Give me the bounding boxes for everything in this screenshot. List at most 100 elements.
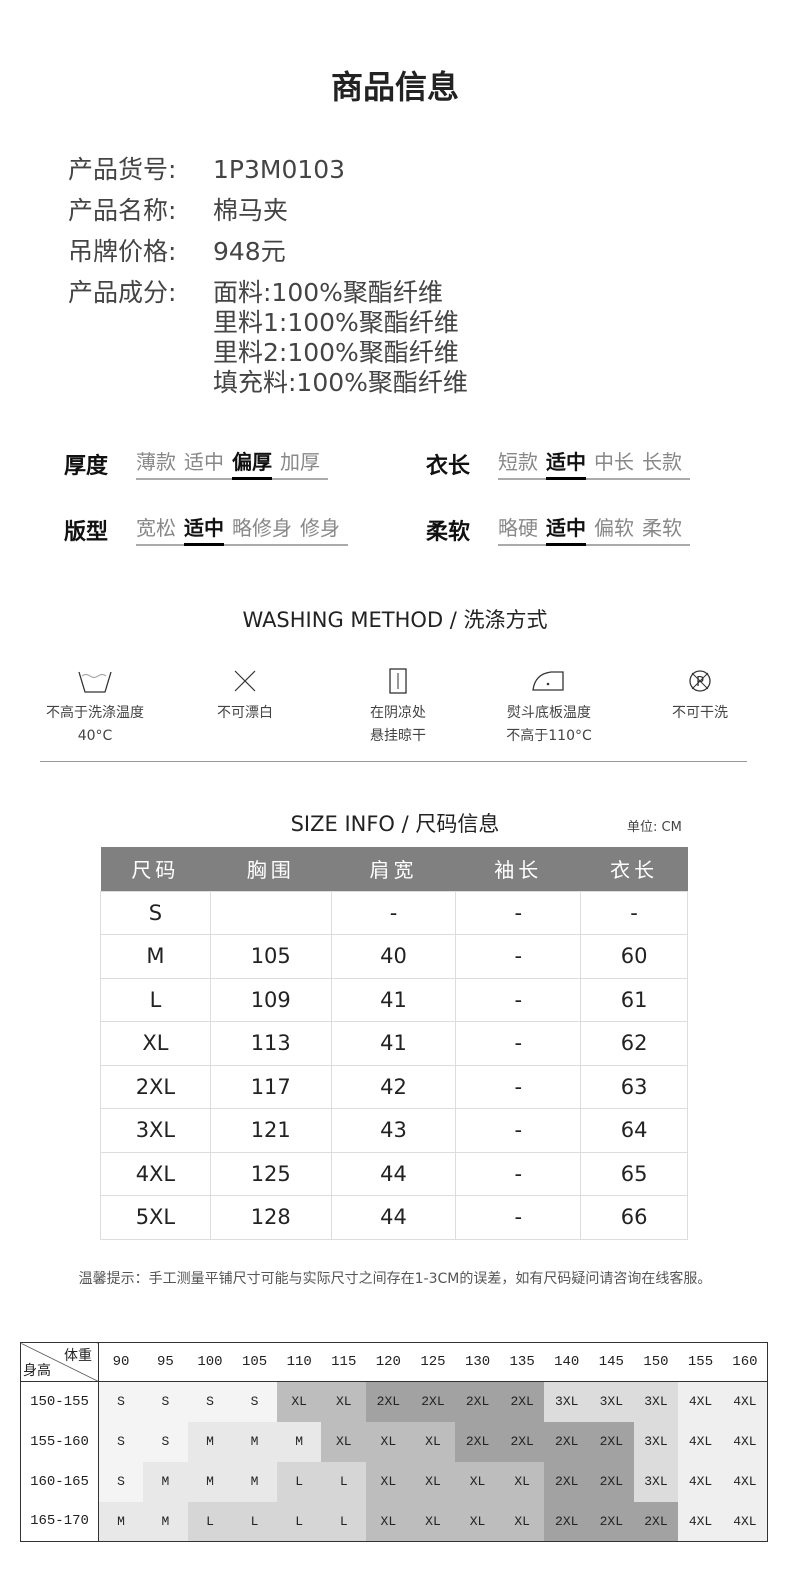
size-cell: L (232, 1501, 277, 1542)
weight-header: 90 (98, 1342, 144, 1382)
table-cell: - (455, 934, 582, 979)
size-cell: M (187, 1421, 233, 1462)
attribute-row: 衣长 短款 适中 中长 长款 (426, 446, 690, 480)
size-cell: XL (410, 1461, 456, 1502)
table-row: 3XL 121 43-64 (100, 1108, 688, 1153)
size-title: SIZE INFO / 尺码信息 (290, 812, 500, 836)
attribute-row: 厚度 薄款 适中 偏厚 加厚 (64, 446, 328, 480)
attribute-option: 适中 (184, 450, 224, 474)
size-cell: 2XL (589, 1501, 634, 1542)
size-cell: S (98, 1421, 144, 1462)
washing-item: P 不可干洗 (625, 668, 775, 725)
table-cell: 66 (580, 1195, 688, 1240)
size-cell: 2XL (410, 1381, 456, 1422)
attribute-option: 修身 (300, 516, 340, 540)
attribute-option: 适中 (184, 512, 232, 546)
table-cell: 60 (580, 934, 688, 979)
size-cell: S (98, 1381, 144, 1422)
hang-dry-shade-icon (323, 668, 473, 694)
table-cell: 41 (330, 977, 457, 1022)
size-cell: L (276, 1501, 322, 1542)
table-cell: 44 (330, 1195, 457, 1240)
size-cell: 2XL (589, 1461, 634, 1502)
washing-text: 熨斗底板温度 (507, 705, 591, 721)
washing-item: 不可漂白 (170, 668, 320, 725)
table-cell: 64 (580, 1108, 688, 1153)
weight-header: 160 (722, 1342, 768, 1382)
table-cell: - (455, 1064, 582, 1109)
column-header: 衣长 (580, 847, 688, 891)
page-title: 商品信息 (330, 68, 459, 106)
weight-header: 95 (143, 1342, 188, 1382)
table-cell: - (455, 1108, 582, 1153)
attribute-option: 长款 (642, 450, 682, 474)
size-cell: XL (455, 1461, 500, 1502)
size-cell: 2XL (544, 1501, 590, 1542)
size-recommend-table: 体重 身高 90 95 100 105 110 115 120 125 130 135 140 145 15… (20, 1342, 768, 1542)
iron-icon (474, 668, 624, 694)
table-row: 160-165 S M M M L L XL XL XL XL 2XL 2XL 3XL 4XL 4XL (20, 1461, 768, 1502)
weight-header: 135 (499, 1342, 545, 1382)
size-cell: 2XL (366, 1381, 411, 1422)
washing-text: 不高于110°C (506, 728, 592, 744)
info-row: 产品货号: 1P3M0103 (68, 155, 346, 184)
size-cell: 2XL (455, 1421, 500, 1462)
attribute-option: 薄款 (136, 450, 176, 474)
attribute-options: 略硬 适中 偏软 柔软 (498, 512, 690, 546)
size-cell: XL (410, 1421, 456, 1462)
washing-text: 不可干洗 (672, 705, 728, 721)
table-cell: 5XL (100, 1195, 211, 1240)
unit-label: 单位: CM (627, 820, 682, 835)
table-cell: 105 (209, 934, 332, 979)
table-row: 150-155 S S S S XL XL 2XL 2XL 2XL 2XL 3XL 3XL 3XL 4XL 4… (20, 1381, 768, 1422)
washing-item: 在阴凉处 悬挂晾干 (323, 668, 473, 748)
washing-text: 不可漂白 (217, 705, 273, 721)
washing-text: 40°C (77, 728, 113, 744)
weight-header: 120 (366, 1342, 411, 1382)
attribute-option: 短款 (498, 450, 538, 474)
size-cell: 4XL (678, 1381, 723, 1422)
size-cell: 4XL (678, 1461, 723, 1502)
svg-text:P: P (696, 675, 704, 690)
attribute-options: 宽松 适中 略修身 修身 (136, 512, 348, 546)
size-cell: S (232, 1381, 277, 1422)
size-cell: M (143, 1461, 188, 1502)
size-cell: M (187, 1461, 233, 1502)
height-label: 165-170 (20, 1501, 99, 1542)
tip-note: 温馨提示：手工测量平铺尺寸可能与实际尺寸之间存在1-3CM的误差，如有尺码疑问请… (78, 1271, 712, 1287)
table-cell: 109 (209, 977, 332, 1022)
attribute-option: 略硬 (498, 516, 538, 540)
weight-header: 110 (276, 1342, 322, 1382)
attribute-label: 衣长 (426, 454, 471, 479)
size-cell: S (143, 1421, 188, 1462)
weight-header: 140 (544, 1342, 590, 1382)
height-label: 155-160 (20, 1421, 99, 1462)
table-cell: S (100, 890, 211, 935)
attribute-label: 版型 (64, 520, 109, 545)
height-label: 160-165 (20, 1461, 99, 1502)
size-cell: XL (366, 1501, 411, 1542)
size-cell: 2XL (455, 1381, 500, 1422)
table-row: S--- (100, 890, 688, 935)
table-cell: - (455, 1151, 582, 1196)
size-cell: 4XL (722, 1461, 768, 1502)
table-cell: 128 (209, 1195, 332, 1240)
weight-header: 125 (410, 1342, 456, 1382)
column-header: 胸围 (210, 847, 332, 891)
size-cell: XL (321, 1421, 367, 1462)
size-cell: M (232, 1461, 277, 1502)
size-cell: 3XL (633, 1421, 679, 1462)
table-row: M 105 40-60 (100, 934, 688, 979)
washing-item: 不高于洗涤温度 40°C (20, 668, 170, 748)
attribute-options: 薄款 适中 偏厚 加厚 (136, 446, 328, 480)
table-cell: M (100, 934, 211, 979)
table-cell: 4XL (100, 1151, 211, 1196)
attribute-option: 适中 (546, 446, 594, 480)
size-cell: 2XL (499, 1381, 545, 1422)
table-cell: 121 (209, 1108, 332, 1153)
table-row: 2XL 117 42-63 (100, 1064, 688, 1109)
size-cell: XL (366, 1461, 411, 1502)
column-header: 肩宽 (331, 847, 456, 891)
table-cell: - (330, 890, 457, 935)
size-cell: 4XL (678, 1421, 723, 1462)
